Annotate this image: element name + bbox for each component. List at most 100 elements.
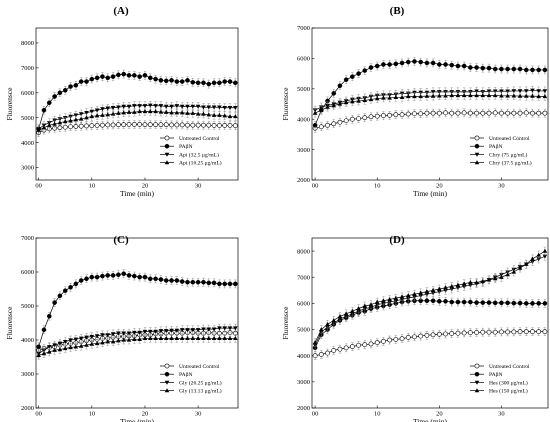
data-point — [84, 335, 89, 340]
data-point — [46, 313, 52, 319]
data-point — [461, 281, 467, 286]
data-point — [153, 329, 158, 334]
y-tick-label: 4000 — [297, 353, 310, 360]
data-point — [499, 89, 504, 94]
data-point — [100, 340, 105, 345]
data-point — [542, 94, 548, 99]
data-point — [227, 106, 233, 111]
data-point — [100, 122, 105, 128]
legend-label: Untreated Control — [489, 364, 530, 370]
panel-label: (B) — [390, 5, 405, 17]
data-point — [331, 348, 337, 353]
legend-label: Untreated Control — [179, 364, 220, 370]
data-point — [233, 114, 238, 119]
data-point — [222, 281, 228, 287]
y-axis-title: Fluorensce — [5, 87, 14, 121]
series-line — [314, 89, 545, 111]
data-point — [480, 278, 486, 283]
data-point — [474, 300, 479, 305]
data-point — [331, 121, 337, 127]
data-point — [318, 124, 324, 130]
data-point — [233, 326, 238, 331]
data-point — [343, 345, 349, 351]
legend-entry: Untreated Control — [470, 135, 530, 142]
data-point — [374, 340, 380, 346]
data-point — [201, 335, 206, 340]
data-point — [542, 110, 548, 116]
data-point — [46, 349, 52, 354]
legend-marker — [474, 143, 480, 149]
data-point — [78, 112, 84, 117]
data-point — [312, 353, 318, 359]
series-4 — [36, 107, 238, 135]
data-point — [217, 112, 222, 117]
data-point — [222, 326, 228, 331]
data-point — [73, 344, 79, 349]
chart-panel-2: (B) 2000 3000 4000 5000 6000 7000 00 10 20 30 Time … — [281, 5, 549, 198]
y-tick-label: 5000 — [297, 86, 310, 93]
data-point — [190, 279, 196, 285]
data-point — [126, 331, 132, 336]
data-point — [179, 110, 185, 115]
data-point — [52, 343, 57, 348]
data-point — [405, 94, 411, 99]
data-point — [137, 104, 142, 109]
data-point — [89, 114, 95, 119]
legend-marker — [474, 371, 480, 377]
data-point — [443, 62, 448, 67]
data-point — [517, 110, 523, 116]
data-point — [499, 93, 504, 98]
data-point — [68, 338, 73, 343]
data-point — [350, 74, 355, 79]
data-point — [393, 95, 399, 99]
data-point — [78, 123, 84, 129]
data-point — [405, 334, 411, 340]
data-point — [443, 285, 448, 290]
x-tick-label: 30 — [195, 411, 202, 418]
data-point — [443, 110, 448, 116]
data-point — [227, 335, 233, 340]
legend-entry: Untreated Control — [160, 135, 220, 142]
data-point — [505, 329, 511, 335]
data-point — [201, 279, 206, 285]
legend-entry: PAβN — [160, 371, 193, 378]
data-point — [492, 110, 498, 116]
data-point — [536, 110, 542, 116]
data-point — [399, 294, 405, 299]
data-point — [362, 303, 368, 308]
data-point — [100, 74, 105, 79]
data-point — [195, 279, 201, 285]
data-point — [480, 329, 486, 335]
data-point — [217, 80, 222, 86]
data-point — [62, 119, 68, 124]
data-point — [381, 338, 386, 344]
data-point — [350, 99, 355, 104]
data-point — [185, 104, 190, 109]
data-point — [337, 314, 343, 319]
data-point — [461, 299, 467, 305]
y-tick-label: 6000 — [297, 56, 310, 63]
data-point — [179, 279, 185, 284]
data-point — [89, 123, 95, 129]
data-point — [505, 89, 510, 94]
legend-entry: Chry (37.5 μg/mL) — [470, 160, 532, 167]
data-point — [190, 110, 196, 115]
data-point — [217, 326, 222, 331]
data-point — [206, 280, 212, 286]
data-point — [368, 65, 374, 70]
y-tick-label: 7000 — [21, 235, 34, 242]
y-tick-label: 8000 — [297, 248, 310, 255]
data-point — [530, 110, 535, 116]
data-point — [211, 280, 217, 286]
data-point — [468, 280, 473, 285]
data-point — [216, 123, 222, 128]
data-point — [78, 116, 84, 121]
x-axis-title: Time (min) — [413, 417, 448, 422]
y-tick-label: 6000 — [21, 90, 34, 97]
data-point — [131, 122, 137, 127]
data-point — [480, 65, 486, 71]
data-point — [468, 65, 473, 70]
data-point — [536, 252, 541, 257]
data-point — [121, 331, 127, 336]
